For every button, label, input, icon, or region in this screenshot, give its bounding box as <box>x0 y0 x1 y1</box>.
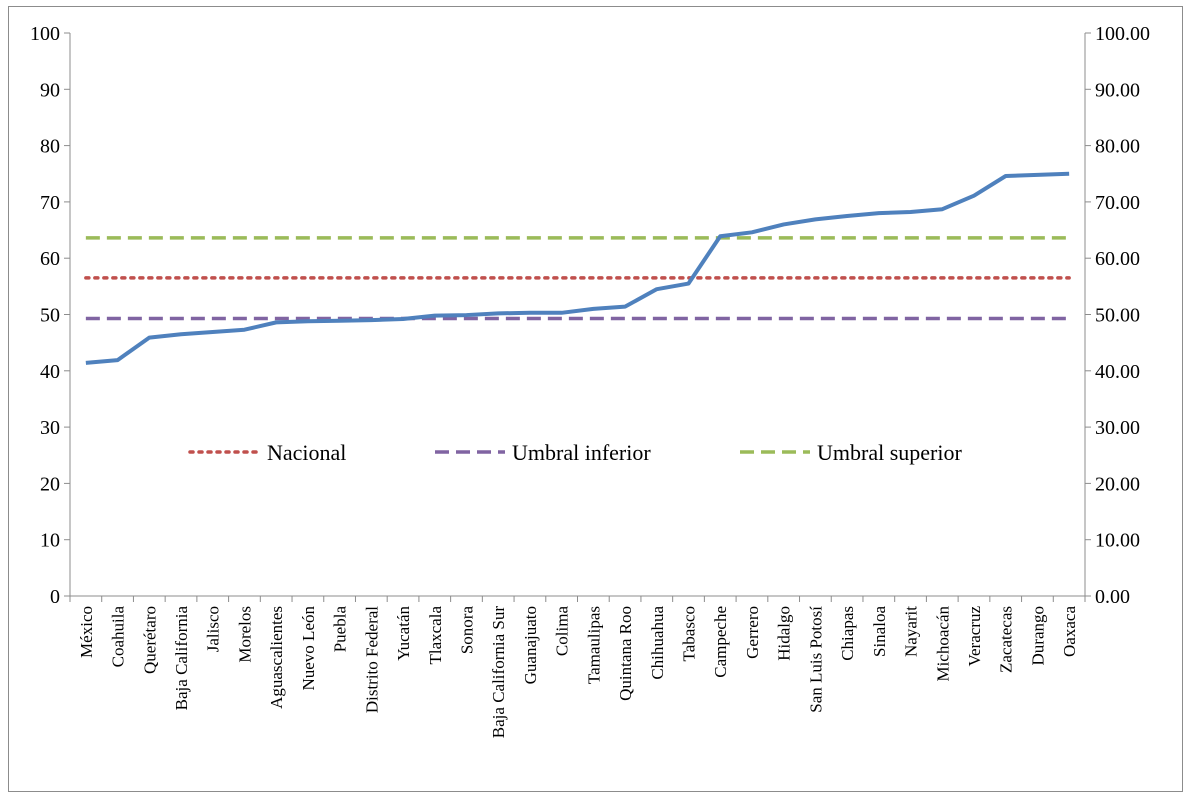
left-tick-label: 0 <box>50 586 60 608</box>
left-tick-label: 30 <box>40 417 60 439</box>
left-tick-label: 70 <box>40 192 60 214</box>
category-label: Nuevo León <box>299 606 318 691</box>
left-tick-label: 60 <box>40 248 60 270</box>
category-label: Distrito Federal <box>362 606 381 713</box>
category-label: Tlaxcala <box>426 606 445 665</box>
right-tick-label: 40.00 <box>1095 361 1140 383</box>
main-series <box>85 171 1070 365</box>
left-tick-label: 40 <box>40 361 60 383</box>
legend-label: Umbral inferior <box>512 440 651 465</box>
legend: Nacional Umbral inferior Umbral superior <box>188 440 962 465</box>
category-label: San Luis Potosí <box>806 606 825 713</box>
left-tick-label: 20 <box>40 473 60 495</box>
category-label: Nayarit <box>902 606 921 657</box>
left-tick-label: 10 <box>40 530 60 552</box>
category-label: Morelos <box>235 606 254 663</box>
right-y-axis-ticks: 0.00 10.00 20.00 30.00 40.00 50.00 60.00 70.00 8… <box>1085 23 1150 608</box>
category-label: Quintana Roo <box>616 606 635 701</box>
legend-label: Nacional <box>267 440 346 465</box>
category-label: Veracruz <box>965 606 984 667</box>
category-label: Sonora <box>457 606 476 655</box>
legend-label: Umbral superior <box>817 440 962 465</box>
category-label: Tabasco <box>680 606 699 661</box>
category-label: Baja California <box>172 606 191 711</box>
category-label: Gerrero <box>743 606 762 659</box>
category-label: Oaxaca <box>1060 606 1079 657</box>
right-tick-label: 0.00 <box>1095 586 1130 608</box>
category-label: Aguascalientes <box>267 606 286 709</box>
category-label: Puebla <box>331 606 350 653</box>
right-tick-label: 20.00 <box>1095 473 1140 495</box>
left-tick-label: 80 <box>40 136 60 158</box>
category-label: Chihuahua <box>648 606 667 680</box>
category-label: Guanajuato <box>521 606 540 684</box>
category-label: Baja California Sur <box>489 606 508 739</box>
category-label: Yucatán <box>394 606 413 661</box>
category-label: Campeche <box>711 606 730 678</box>
left-tick-label: 90 <box>40 79 60 101</box>
right-tick-label: 80.00 <box>1095 136 1140 158</box>
left-tick-label: 50 <box>40 305 60 327</box>
left-tick-label: 100 <box>30 23 60 45</box>
data-series-line <box>85 171 1070 365</box>
category-label: Querétaro <box>140 606 159 674</box>
category-label: Tamaulipas <box>584 606 603 684</box>
category-label: Chiapas <box>838 606 857 661</box>
right-tick-label: 90.00 <box>1095 79 1140 101</box>
right-tick-label: 50.00 <box>1095 305 1140 327</box>
left-y-axis-ticks: 0 10 20 30 40 50 60 70 80 90 100 <box>30 23 70 608</box>
category-label: Michoacán <box>933 606 952 682</box>
category-label: Durango <box>1028 606 1047 665</box>
x-axis-ticks: México Coahuila Querétaro Baja California Ja… <box>69 596 1086 739</box>
category-label: Coahuila <box>109 606 128 668</box>
category-label: México <box>77 606 96 658</box>
right-tick-label: 70.00 <box>1095 192 1140 214</box>
category-label: Zacatecas <box>997 606 1016 673</box>
right-tick-label: 10.00 <box>1095 530 1140 552</box>
reference-lines <box>84 236 1071 321</box>
chart-frame <box>8 6 1183 792</box>
right-tick-label: 60.00 <box>1095 248 1140 270</box>
category-label: Hidalgo <box>775 606 794 661</box>
category-label: Jalisco <box>204 606 223 652</box>
category-label: Colima <box>553 606 572 657</box>
axes <box>69 33 1086 597</box>
right-tick-label: 30.00 <box>1095 417 1140 439</box>
right-tick-label: 100.00 <box>1095 23 1150 45</box>
category-label: Sinaloa <box>870 606 889 657</box>
